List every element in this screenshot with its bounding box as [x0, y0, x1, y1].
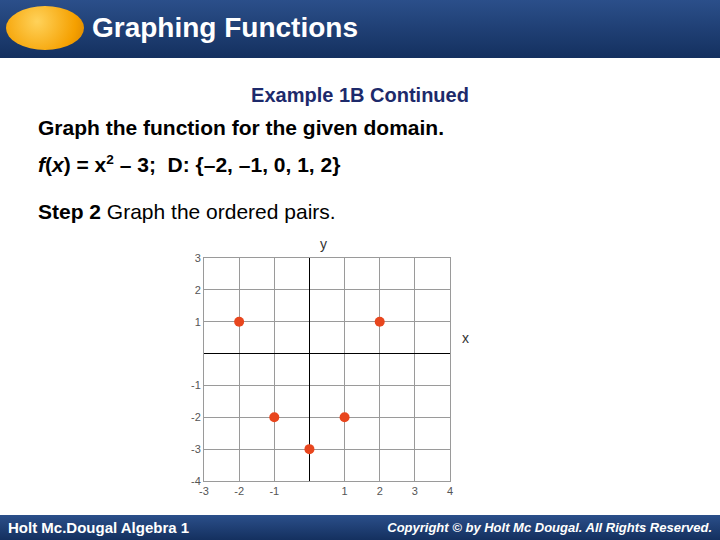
svg-text:-3: -3	[191, 443, 201, 455]
svg-text:3: 3	[195, 252, 201, 264]
html-text:Step 2 Graph the ordered pairs: Step 2 Graph the ordered pairs.	[38, 200, 336, 223]
html-text:Copyright © by Holt Mc Dougal.: Copyright © by Holt Mc Dougal. All Right…	[387, 520, 712, 535]
svg-text:1: 1	[195, 316, 201, 328]
svg-text:-2: -2	[234, 485, 244, 497]
svg-text:2: 2	[195, 284, 201, 296]
svg-text:x: x	[462, 330, 469, 346]
svg-text:4: 4	[447, 485, 453, 497]
svg-text:-1: -1	[191, 379, 201, 391]
html-text:Example 1B Continued: Example 1B Continued	[251, 84, 469, 106]
svg-text:1: 1	[342, 485, 348, 497]
svg-text:-3: -3	[199, 485, 209, 497]
svg-text:y: y	[320, 236, 327, 252]
html-text:Holt Mc.Dougal Algebra 1: Holt Mc.Dougal Algebra 1	[8, 519, 190, 536]
html-text:Graph the function for the giv: Graph the function for the given domain.	[38, 116, 444, 139]
svg-text:-2: -2	[191, 411, 201, 423]
svg-text:-4: -4	[191, 475, 201, 487]
svg-text:-1: -1	[269, 485, 279, 497]
html-text:f (x) = x2– 3; D: {–2, –1, 0,: f (x) = x2– 3; D: {–2, –1, 0, 1, 2}	[38, 152, 341, 176]
svg-text:2: 2	[377, 485, 383, 497]
svg-text:3: 3	[412, 485, 418, 497]
html-text:Graphing Functions: Graphing Functions	[92, 12, 358, 43]
